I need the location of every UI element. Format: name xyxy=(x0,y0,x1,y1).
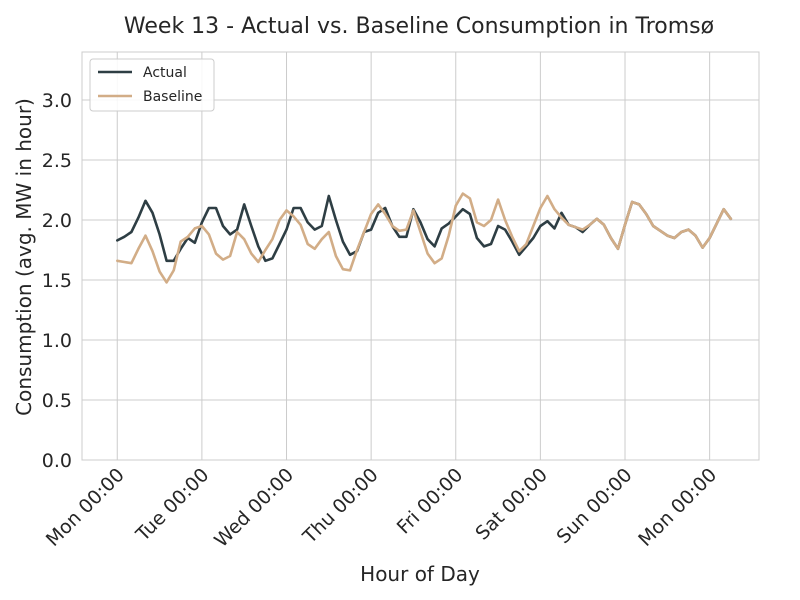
x-tick-label-7: Mon 00:00 xyxy=(634,464,721,551)
legend: Actual Baseline xyxy=(89,58,215,112)
x-tick-label-4: Fri 00:00 xyxy=(393,464,468,539)
x-tick-label-1: Tue 00:00 xyxy=(131,464,213,546)
y-tick-label-0: 0.0 xyxy=(42,450,72,472)
y-tick-label-6: 3.0 xyxy=(42,90,72,112)
grid-layer xyxy=(82,52,759,461)
y-tick-label-2: 1.0 xyxy=(42,330,72,352)
y-tick-label-3: 1.5 xyxy=(42,270,72,292)
plot-frame xyxy=(81,51,760,461)
y-tick-labels: 0.0 0.5 1.0 1.5 2.0 2.5 3.0 xyxy=(42,90,72,472)
x-tick-label-0: Mon 00:00 xyxy=(42,464,129,551)
y-tick-label-5: 2.5 xyxy=(42,150,72,172)
x-tick-label-2: Wed 00:00 xyxy=(210,464,298,552)
y-tick-label-4: 2.0 xyxy=(42,210,72,232)
series-layer xyxy=(116,192,733,284)
x-tick-label-6: Sun 00:00 xyxy=(552,464,636,548)
y-axis-title: Consumption (avg. MW in hour) xyxy=(12,98,36,416)
x-tick-label-3: Thu 00:00 xyxy=(298,464,382,548)
series-line-baseline xyxy=(116,192,733,284)
x-axis-title: Hour of Day xyxy=(360,562,480,586)
legend-label-baseline: Baseline xyxy=(143,89,202,105)
chart-title: Week 13 - Actual vs. Baseline Consumptio… xyxy=(124,14,714,39)
y-tick-label-1: 0.5 xyxy=(42,390,72,412)
x-tick-label-5: Sat 00:00 xyxy=(471,464,552,545)
legend-label-actual: Actual xyxy=(143,65,187,81)
